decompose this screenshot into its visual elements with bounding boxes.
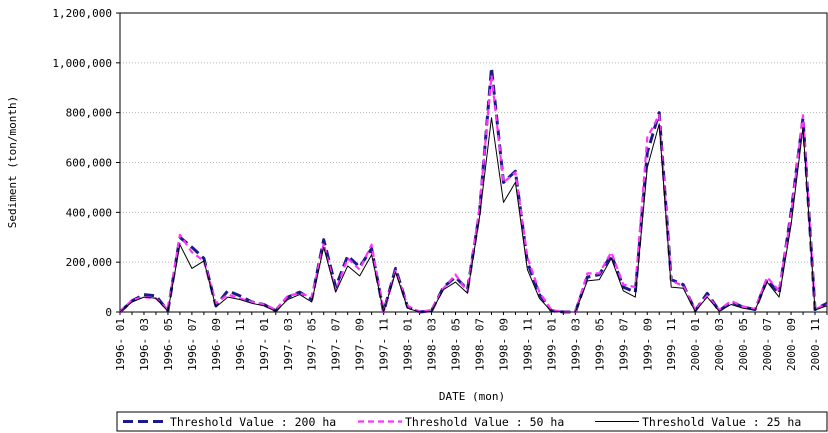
x-tick-label: 1996- 11 [234,318,247,371]
legend-label-1: Threshold Value : 200 ha [170,415,336,429]
x-tick-label: 2000- 03 [713,318,726,371]
x-tick-label: 1997- 09 [354,318,367,371]
x-tick-label: 2000- 07 [761,318,774,371]
x-tick-label: 1999- 09 [641,318,654,371]
y-tick-label: 1,200,000 [52,7,112,20]
x-tick-label: 1997- 11 [378,318,391,371]
x-tick-label: 1999- 01 [545,318,558,371]
y-tick-label: 200,000 [66,256,112,269]
x-tick-label: 1999- 11 [665,318,678,371]
y-tick-label: 1,000,000 [52,57,112,70]
x-tick-label: 1996- 01 [114,318,127,371]
x-tick-label: 1996- 05 [162,318,175,371]
x-tick-label: 1999- 07 [617,318,630,371]
series-lines [118,66,828,314]
grid-lines [120,62,827,263]
x-tick-label: 1996- 03 [138,318,151,371]
series-line-2 [119,74,828,314]
y-axis-title: Sediment (ton/month) [6,96,19,228]
x-tick-label: 1996- 09 [210,318,223,371]
x-tick-label: 1998- 01 [402,318,415,371]
y-tick-label: 0 [105,306,112,319]
series-line-3 [119,117,828,313]
legend-label-3: Threshold Value : 25 ha [642,415,801,429]
x-axis-title: DATE (mon) [439,390,505,403]
x-tick-label: 1999- 05 [593,318,606,371]
x-tick-label: 1997- 05 [306,318,319,371]
x-tick-label: 2000- 11 [809,318,822,371]
x-tick-label: 1998- 09 [497,318,510,371]
x-tick-label: 1999- 03 [569,318,582,371]
series-line-1 [118,66,828,314]
x-tick-label: 1998- 07 [473,318,486,371]
x-tick-label: 2000- 09 [785,318,798,371]
y-tick-label: 800,000 [66,107,112,120]
legend-label-2: Threshold Value : 50 ha [405,415,564,429]
legend: Threshold Value : 200 ha Threshold Value … [116,411,828,432]
x-tick-label: 1997- 03 [282,318,295,371]
y-tick-label: 400,000 [66,206,112,219]
x-tick-label: 1996- 07 [186,318,199,371]
legend-frame [116,411,828,432]
x-axis-ticks: 1996- 01 1996- 03 1996- 05 1996- 07 1996- 09… [114,312,828,371]
x-tick-label: 1998- 05 [450,318,463,371]
y-axis-ticks: 0 200,000 400,000 600,000 800,000 1,000,000 1,… [52,7,120,319]
x-tick-label: 1998- 03 [426,318,439,371]
x-tick-label: 1997- 07 [330,318,343,371]
x-tick-label: 1997- 01 [258,318,271,371]
y-tick-label: 600,000 [66,157,112,170]
x-tick-label: 1998- 11 [521,318,534,371]
x-tick-label: 2000- 01 [689,318,702,371]
x-tick-label: 2000- 05 [737,318,750,371]
